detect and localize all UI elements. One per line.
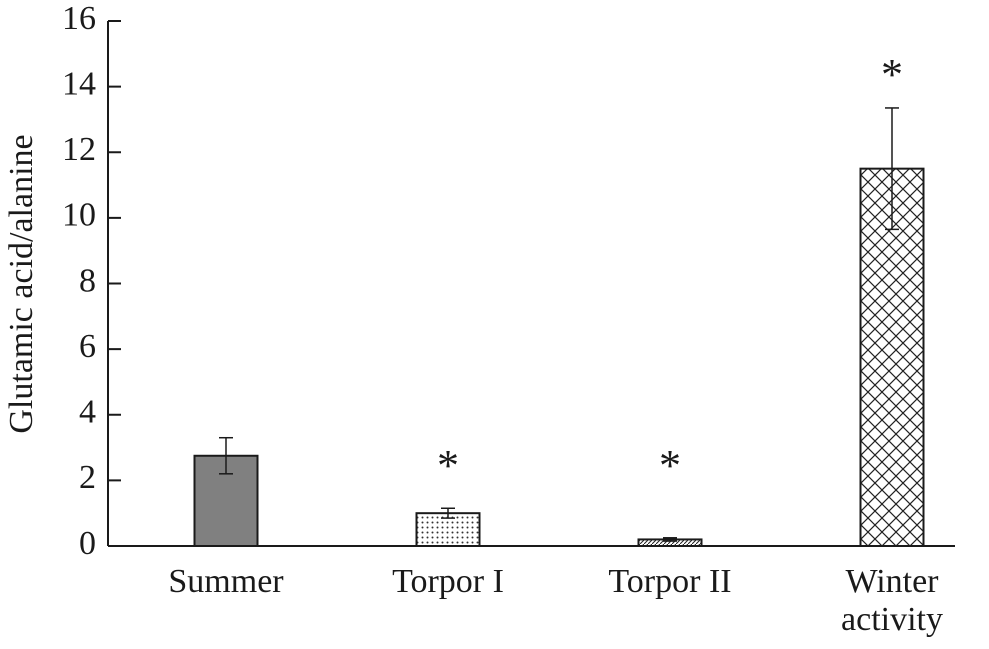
y-tick-label: 0 <box>79 525 96 562</box>
bar <box>859 167 925 547</box>
y-tick-label: 14 <box>62 65 96 102</box>
y-tick-label: 12 <box>62 131 96 168</box>
significance-marker: * <box>437 441 459 490</box>
y-tick-label: 2 <box>79 459 96 496</box>
significance-marker: * <box>659 441 681 490</box>
significance-marker: * <box>881 50 903 99</box>
x-tick-label: Torpor II <box>608 563 732 600</box>
x-tick-label: Winter activity <box>841 563 943 638</box>
y-tick-label: 10 <box>62 197 96 234</box>
y-axis-label: Glutamic acid/alanine <box>3 134 40 433</box>
x-tick-label: Summer <box>168 563 284 600</box>
y-tick-label: 16 <box>62 0 96 37</box>
y-tick-label: 6 <box>79 328 96 365</box>
y-tick-label: 8 <box>79 262 96 299</box>
x-tick-label: Torpor I <box>392 563 504 600</box>
y-tick-label: 4 <box>79 394 96 431</box>
